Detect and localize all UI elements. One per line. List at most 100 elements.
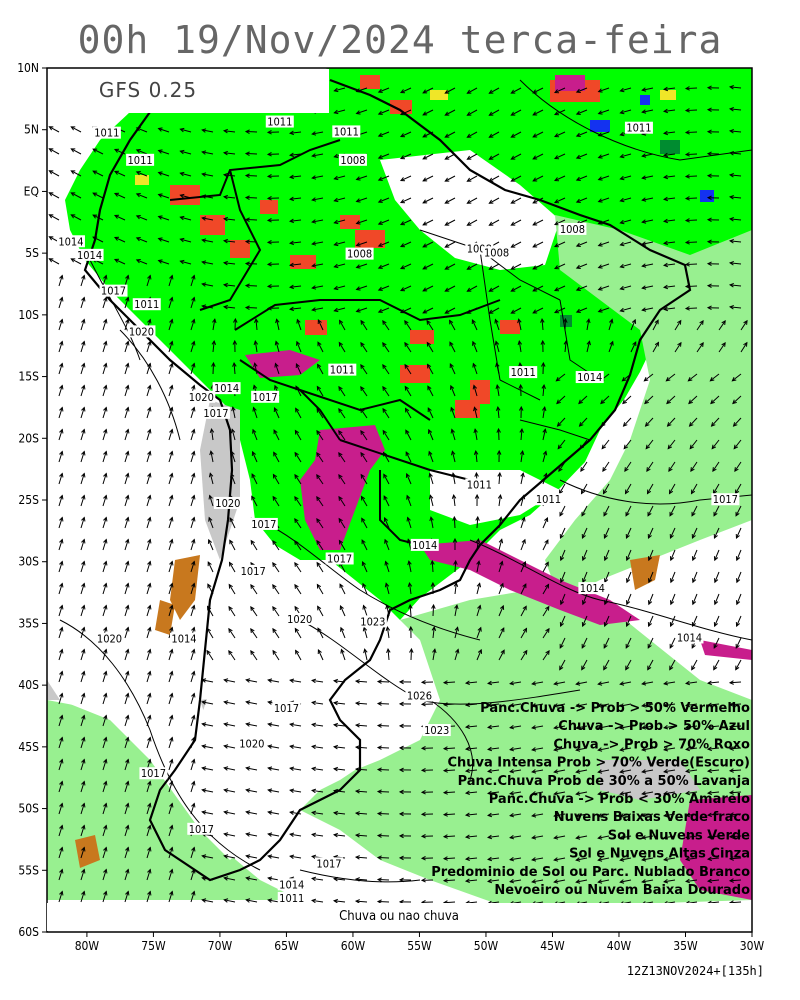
- wind-vector-head: [332, 766, 338, 772]
- wind-vector: [124, 495, 129, 507]
- wind-vector: [202, 305, 214, 309]
- wind-vector-head: [532, 199, 538, 204]
- wind-vector-head: [464, 724, 470, 730]
- isobar-label: 1020: [95, 632, 124, 646]
- wind-vector: [124, 891, 129, 903]
- wind-vector: [498, 650, 505, 661]
- wind-vector: [168, 715, 173, 727]
- wind-vector: [510, 857, 522, 861]
- wind-vector: [598, 813, 610, 817]
- wind-vector: [360, 430, 368, 441]
- wind-vector-head: [113, 148, 119, 153]
- wind-vector-head: [554, 89, 560, 94]
- wind-vector-head: [288, 130, 294, 136]
- wind-vector: [686, 857, 698, 860]
- wind-vector: [212, 341, 215, 353]
- wind-vector: [426, 342, 434, 353]
- wind-vector-head: [147, 648, 152, 654]
- wind-vector-head: [59, 406, 64, 412]
- wind-vector-head: [518, 361, 523, 367]
- wind-vector: [295, 408, 302, 419]
- wind-vector-head: [201, 128, 207, 133]
- wind-vector: [317, 341, 324, 353]
- isobar-label-text: 1011: [626, 122, 651, 135]
- wind-vector-head: [266, 240, 272, 245]
- wind-vector-head: [179, 237, 185, 243]
- wind-vector-head: [466, 287, 472, 292]
- wind-vector: [316, 386, 324, 397]
- isobar-label-bg: [358, 615, 387, 628]
- wind-vector-head: [272, 584, 277, 589]
- wind-vector: [362, 561, 368, 573]
- wind-vector: [80, 825, 85, 837]
- wind-vector-head: [311, 131, 317, 136]
- wind-vector: [80, 407, 85, 419]
- wind-vector: [296, 319, 302, 331]
- isobar-label: 1011: [126, 153, 155, 167]
- wind-vector: [603, 505, 610, 517]
- wind-vector: [667, 439, 676, 449]
- wind-vector: [598, 791, 610, 795]
- wind-vector: [316, 540, 324, 551]
- wind-vector: [642, 175, 654, 179]
- wind-vector: [692, 527, 698, 539]
- wind-vector: [511, 87, 522, 94]
- wind-vector: [686, 813, 698, 816]
- wind-vector: [576, 131, 588, 137]
- wind-vector-head: [147, 802, 152, 808]
- wind-vector-head: [125, 824, 130, 830]
- wind-vector: [620, 747, 632, 751]
- wind-vector: [338, 518, 346, 529]
- wind-vector: [228, 606, 236, 617]
- wind-vector: [58, 583, 63, 595]
- wind-vector: [362, 583, 368, 595]
- wind-vector-head: [597, 220, 603, 225]
- wind-vector-head: [442, 790, 448, 795]
- wind-vector: [377, 702, 390, 705]
- wind-vector: [102, 385, 107, 397]
- wind-vector: [642, 725, 654, 729]
- wind-vector-head: [684, 284, 690, 289]
- wind-vector: [664, 681, 676, 685]
- wind-vector-head: [728, 768, 734, 773]
- wind-vector-head: [169, 560, 174, 566]
- wind-vector: [400, 197, 412, 203]
- wind-vector-head: [361, 560, 366, 566]
- wind-vector: [378, 153, 390, 159]
- isobar-label-text: 1017: [203, 407, 228, 420]
- wind-vector: [224, 789, 236, 793]
- wind-vector-head: [191, 560, 196, 566]
- wind-vector: [168, 583, 173, 595]
- wind-vector-head: [444, 133, 450, 138]
- wind-vector-head: [663, 878, 669, 884]
- wind-vector-head: [625, 665, 630, 671]
- wind-vector: [511, 285, 522, 292]
- wind-vector-head: [103, 516, 108, 522]
- wind-vector: [355, 702, 368, 705]
- wind-vector-head: [426, 319, 431, 325]
- wind-vector-head: [233, 317, 238, 323]
- wind-vector-head: [48, 148, 54, 153]
- wind-vector-head: [420, 745, 426, 751]
- wind-vector: [338, 474, 346, 485]
- wind-vector: [730, 108, 742, 111]
- wind-vector-head: [59, 296, 64, 302]
- wind-vector-head: [603, 533, 608, 540]
- wind-vector-head: [81, 428, 86, 434]
- wind-vector-head: [157, 127, 163, 132]
- wind-vector-head: [685, 856, 691, 862]
- wind-vector: [559, 659, 566, 670]
- wind-vector: [80, 759, 85, 771]
- isobar-label: 1014: [56, 235, 85, 248]
- wind-vector: [71, 214, 82, 221]
- wind-vector: [250, 650, 258, 661]
- wind-vector-head: [332, 744, 338, 750]
- wind-vector: [708, 901, 720, 904]
- isobar-label-text: 1014: [412, 539, 437, 552]
- wind-vector: [294, 518, 302, 529]
- wind-vector-head: [147, 824, 152, 830]
- wind-vector-head: [267, 810, 273, 815]
- wind-vector-head: [251, 450, 256, 456]
- isobar-label-bg: [272, 701, 301, 714]
- wind-vector-head: [420, 833, 426, 839]
